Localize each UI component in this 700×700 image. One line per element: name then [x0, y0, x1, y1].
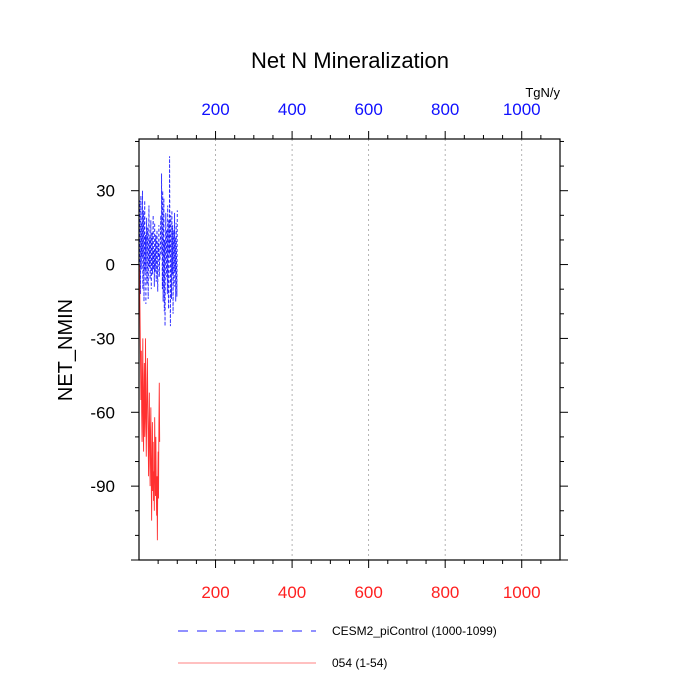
y-tick-label-0: 0: [106, 256, 115, 275]
x-tick-label-top-400: 400: [278, 100, 306, 119]
chart-title: Net N Mineralization: [251, 48, 449, 73]
units-label: TgN/y: [525, 85, 560, 100]
x-tick-label-top-1000: 1000: [503, 100, 541, 119]
y-tick-label--90: -90: [90, 477, 115, 496]
x-tick-label-bottom-400: 400: [278, 583, 306, 602]
series-line-054: [138, 264, 161, 541]
y-tick-label--60: -60: [90, 403, 115, 422]
x-tick-label-top-600: 600: [354, 100, 382, 119]
series-layer: [138, 156, 178, 541]
x-tick-label-bottom-200: 200: [201, 583, 229, 602]
x-tick-label-bottom-800: 800: [431, 583, 459, 602]
plot-frame: [138, 138, 561, 561]
y-tick-label-30: 30: [96, 182, 115, 201]
x-tick-label-bottom-600: 600: [354, 583, 382, 602]
series-line-cesm2-picontrol: [138, 156, 178, 327]
x-tick-label-bottom-1000: 1000: [503, 583, 541, 602]
x-tick-label-top-200: 200: [201, 100, 229, 119]
ticks-layer: 200 200 400 400 600 600 800 800 1000 1000 30 0 -30 -6…: [90, 100, 568, 602]
y-axis-label: NET_NMIN: [55, 299, 77, 401]
y-tick-label--30: -30: [90, 329, 115, 348]
x-tick-label-top-800: 800: [431, 100, 459, 119]
legend-label-054: 054 (1-54): [332, 656, 387, 670]
legend-label-cesm2-picontrol: CESM2_piControl (1000-1099): [332, 624, 497, 638]
legend: CESM2_piControl (1000-1099) 054 (1-54): [178, 624, 497, 670]
grid-layer: [215, 139, 523, 560]
